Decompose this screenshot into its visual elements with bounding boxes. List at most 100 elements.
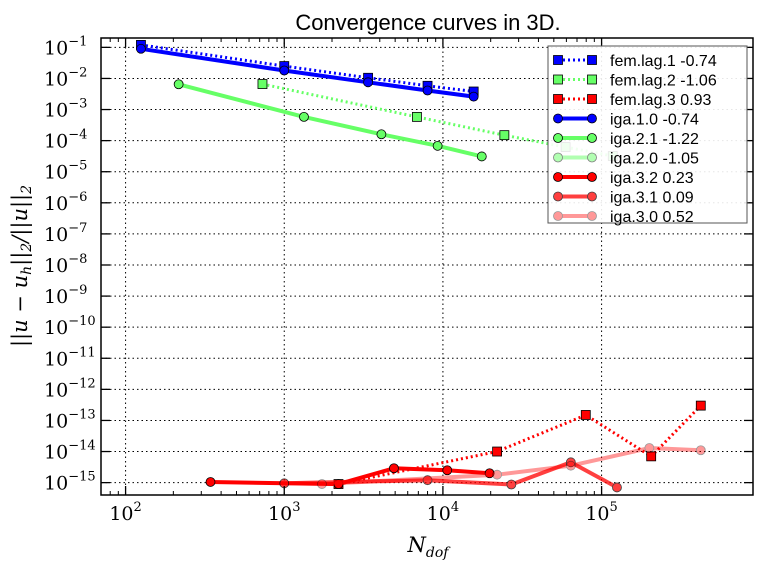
legend-label: fem.lag.2 -1.06 [610, 73, 717, 90]
x-tick-exponent: 5 [610, 500, 618, 515]
x-tick-base: 10 [109, 503, 133, 525]
y-tick-exponent: −13 [68, 407, 95, 422]
legend-entry [553, 113, 597, 124]
data-point-marker [695, 445, 706, 456]
legend-marker [587, 74, 597, 85]
series-line [140, 43, 474, 93]
legend-marker [553, 191, 563, 202]
x-tick-base: 10 [585, 503, 609, 525]
y-tick-base: 10 [44, 317, 68, 339]
data-point-marker [468, 91, 479, 102]
y-tick-exponent: −7 [68, 221, 87, 236]
legend-label: iga.3.1 0.09 [610, 190, 694, 207]
y-tick-exponent: −10 [68, 314, 95, 329]
y-tick-exponent: −11 [68, 345, 95, 360]
legend-entry [553, 211, 597, 221]
legend-entry [553, 74, 597, 85]
legend-marker [587, 94, 597, 104]
data-point-marker [476, 151, 487, 162]
y-tick-label: 10−6 [44, 190, 87, 215]
y-tick-exponent: −2 [68, 65, 87, 80]
legend-marker [587, 152, 597, 163]
y-tick-label: 10−5 [44, 159, 87, 184]
data-point-marker [136, 43, 146, 54]
x-tick-base: 10 [427, 503, 451, 525]
data-point-marker [173, 79, 184, 90]
y-tick-exponent: −3 [68, 97, 87, 112]
data-point-marker [612, 482, 622, 493]
data-point-marker [565, 457, 576, 468]
y-tick-label: 10−14 [44, 439, 96, 464]
data-series [136, 39, 706, 493]
legend-label: iga.1.0 -0.74 [610, 112, 699, 129]
legend-marker [553, 172, 563, 182]
y-tick-base: 10 [44, 379, 68, 401]
legend-marker [587, 172, 597, 182]
y-tick-exponent: −12 [68, 376, 95, 391]
y-tick-base: 10 [44, 442, 68, 464]
series-iga-1-0 [136, 43, 479, 102]
y-tick-base: 10 [44, 37, 68, 59]
legend-marker [553, 94, 563, 104]
x-tick-exponent: 3 [292, 500, 300, 515]
data-point-marker [422, 85, 433, 96]
legend-entry [553, 152, 597, 163]
data-point-marker [484, 468, 495, 479]
legend-label: iga.2.0 -1.05 [610, 151, 699, 168]
y-tick-exponent: −8 [68, 252, 87, 267]
legend-entry [553, 172, 597, 182]
legend-marker [553, 133, 563, 143]
y-axis-label: ||u − uh||2/||u||2 [8, 185, 35, 347]
y-tick-label: 10−12 [44, 376, 96, 401]
legend-box [547, 45, 748, 224]
legend-label: fem.lag.1 -0.74 [610, 53, 717, 70]
y-tick-base: 10 [44, 68, 68, 90]
x-tick-label: 105 [585, 500, 617, 525]
series-iga-3-1 [279, 457, 622, 493]
x-tick-label: 104 [427, 500, 459, 525]
data-point-marker [279, 65, 290, 76]
legend-marker [553, 211, 563, 221]
series-iga-2-1 [173, 79, 487, 162]
data-point-marker [565, 460, 576, 471]
data-point-marker [432, 140, 443, 151]
plot-frame [100, 37, 754, 496]
y-tick-exponent: −1 [68, 34, 87, 49]
legend-marker [587, 191, 597, 202]
y-tick-label: 10−10 [44, 314, 96, 339]
legend-entry [553, 94, 597, 104]
series-line [321, 446, 701, 487]
y-tick-label: 10−2 [44, 65, 87, 90]
y-tick-label: 10−13 [44, 407, 96, 432]
y-tick-label: 10−3 [44, 97, 87, 122]
x-tick-label: 102 [109, 500, 141, 525]
y-tick-exponent: −14 [68, 439, 95, 454]
y-tick-label: 10−1 [44, 34, 87, 59]
x-tick-base: 10 [268, 503, 292, 525]
y-tick-label: 10−4 [44, 128, 87, 153]
y-tick-label: 10−11 [44, 345, 96, 370]
legend-entry [553, 191, 597, 202]
data-point-marker [492, 446, 503, 457]
legend-marker [553, 74, 563, 85]
data-point-marker [299, 111, 309, 122]
legend-marker [587, 133, 597, 143]
data-point-marker [412, 111, 422, 122]
x-axis-label: Ndof [407, 533, 452, 561]
legend-entry [553, 133, 597, 143]
legend-marker [587, 55, 597, 65]
axis-ticks: 102 103 104 10510−110−210−310−410−510−610−7… [44, 34, 753, 525]
legend-label: iga.2.1 -1.22 [610, 131, 699, 148]
data-point-marker [422, 475, 433, 486]
y-tick-base: 10 [44, 410, 68, 432]
y-tick-base: 10 [44, 224, 68, 246]
y-tick-base: 10 [44, 473, 68, 495]
x-tick-exponent: 2 [134, 500, 142, 515]
x-tick-label: 103 [268, 500, 300, 525]
y-tick-label: 10−15 [44, 470, 96, 495]
legend-marker [553, 55, 563, 65]
data-point-marker [644, 443, 655, 453]
y-tick-base: 10 [44, 162, 68, 184]
data-point-marker [363, 77, 373, 88]
